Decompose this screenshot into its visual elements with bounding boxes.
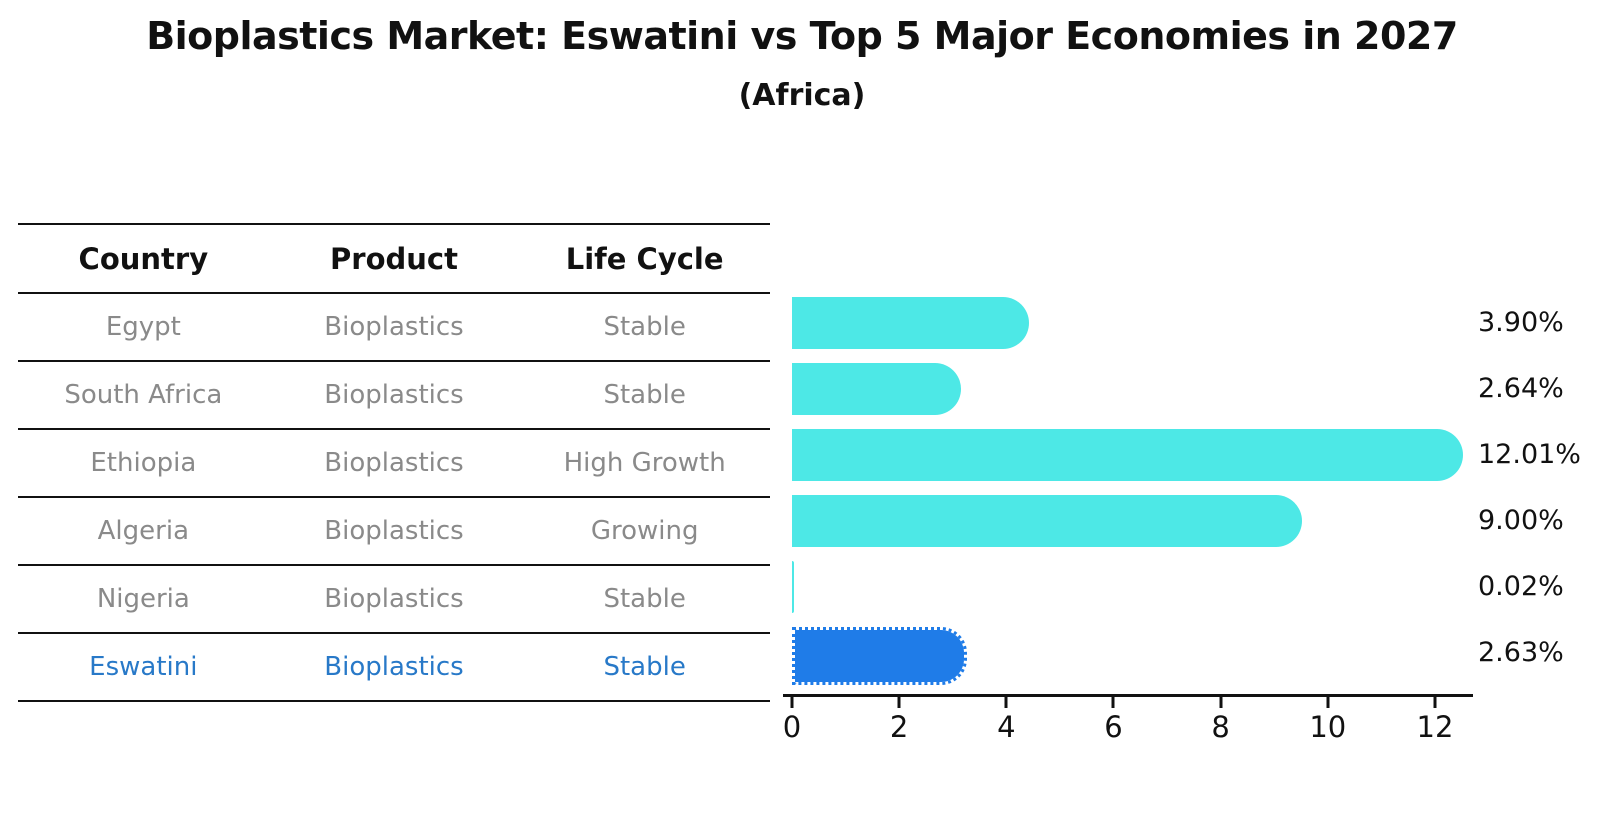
column-header-country: Country	[18, 224, 269, 294]
cell-country: South Africa	[18, 361, 269, 430]
cell-country: Ethiopia	[18, 429, 269, 498]
cell-life-cycle: Stable	[519, 293, 770, 362]
bar-value-label: 12.01%	[1478, 439, 1581, 470]
x-axis-tick	[790, 697, 794, 708]
cell-life-cycle: Growing	[519, 497, 770, 566]
x-axis-tick-label: 4	[997, 710, 1016, 744]
x-axis-tick	[1433, 697, 1437, 708]
bar-value-label: 3.90%	[1478, 307, 1564, 338]
bar-eswatini	[792, 627, 967, 685]
x-axis-tick-label: 12	[1416, 710, 1454, 744]
cell-life-cycle: Stable	[519, 633, 770, 702]
column-header-life-cycle: Life Cycle	[519, 224, 770, 294]
bar-value-label: 0.02%	[1478, 571, 1564, 602]
cell-life-cycle: Stable	[519, 361, 770, 430]
column-header-product: Product	[268, 224, 520, 294]
x-axis-tick	[1219, 697, 1223, 708]
table-row: Egypt Bioplastics Stable	[18, 293, 770, 362]
bar-nigeria	[792, 561, 795, 613]
x-axis-tick-label: 10	[1309, 710, 1347, 744]
bar-egypt	[792, 297, 1029, 349]
table-row: Algeria Bioplastics Growing	[18, 497, 770, 566]
chart-title: Bioplastics Market: Eswatini vs Top 5 Ma…	[146, 14, 1458, 58]
x-axis-tick	[897, 697, 901, 708]
chart-subtitle: (Africa)	[738, 78, 866, 113]
table-row: South Africa Bioplastics Stable	[18, 361, 770, 430]
x-axis-line	[783, 694, 1473, 697]
table-row: Nigeria Bioplastics Stable	[18, 565, 770, 634]
bar-value-label: 2.63%	[1478, 637, 1564, 668]
bar-algeria	[792, 495, 1303, 547]
country-info-table: Country Product Life Cycle Egypt Bioplas…	[18, 223, 770, 702]
cell-country: Egypt	[18, 293, 269, 362]
x-axis-tick	[1004, 697, 1008, 708]
bar-south-africa	[792, 363, 962, 415]
cell-product: Bioplastics	[268, 361, 520, 430]
cell-country: Algeria	[18, 497, 269, 566]
x-axis-tick-label: 0	[782, 710, 802, 744]
bar-value-label: 2.64%	[1478, 373, 1564, 404]
cell-product: Bioplastics	[268, 293, 520, 362]
bar-ethiopia	[792, 429, 1464, 481]
cell-country: Eswatini	[18, 633, 269, 702]
cell-product: Bioplastics	[268, 429, 520, 498]
cell-country: Nigeria	[18, 565, 269, 634]
cell-product: Bioplastics	[268, 497, 520, 566]
x-axis-tick-label: 8	[1211, 710, 1230, 744]
cell-product: Bioplastics	[268, 565, 520, 634]
table-row: Eswatini Bioplastics Stable	[18, 633, 770, 702]
table-header-row: Country Product Life Cycle	[18, 224, 770, 294]
x-axis-tick-label: 2	[889, 710, 909, 744]
cell-life-cycle: Stable	[519, 565, 770, 634]
cell-product: Bioplastics	[268, 633, 520, 702]
table-row: Ethiopia Bioplastics High Growth	[18, 429, 770, 498]
cell-life-cycle: High Growth	[519, 429, 770, 498]
x-axis-tick	[1111, 697, 1115, 708]
x-axis-tick	[1326, 697, 1330, 708]
bar-value-label: 9.00%	[1478, 505, 1564, 536]
x-axis-tick-label: 6	[1104, 710, 1123, 744]
